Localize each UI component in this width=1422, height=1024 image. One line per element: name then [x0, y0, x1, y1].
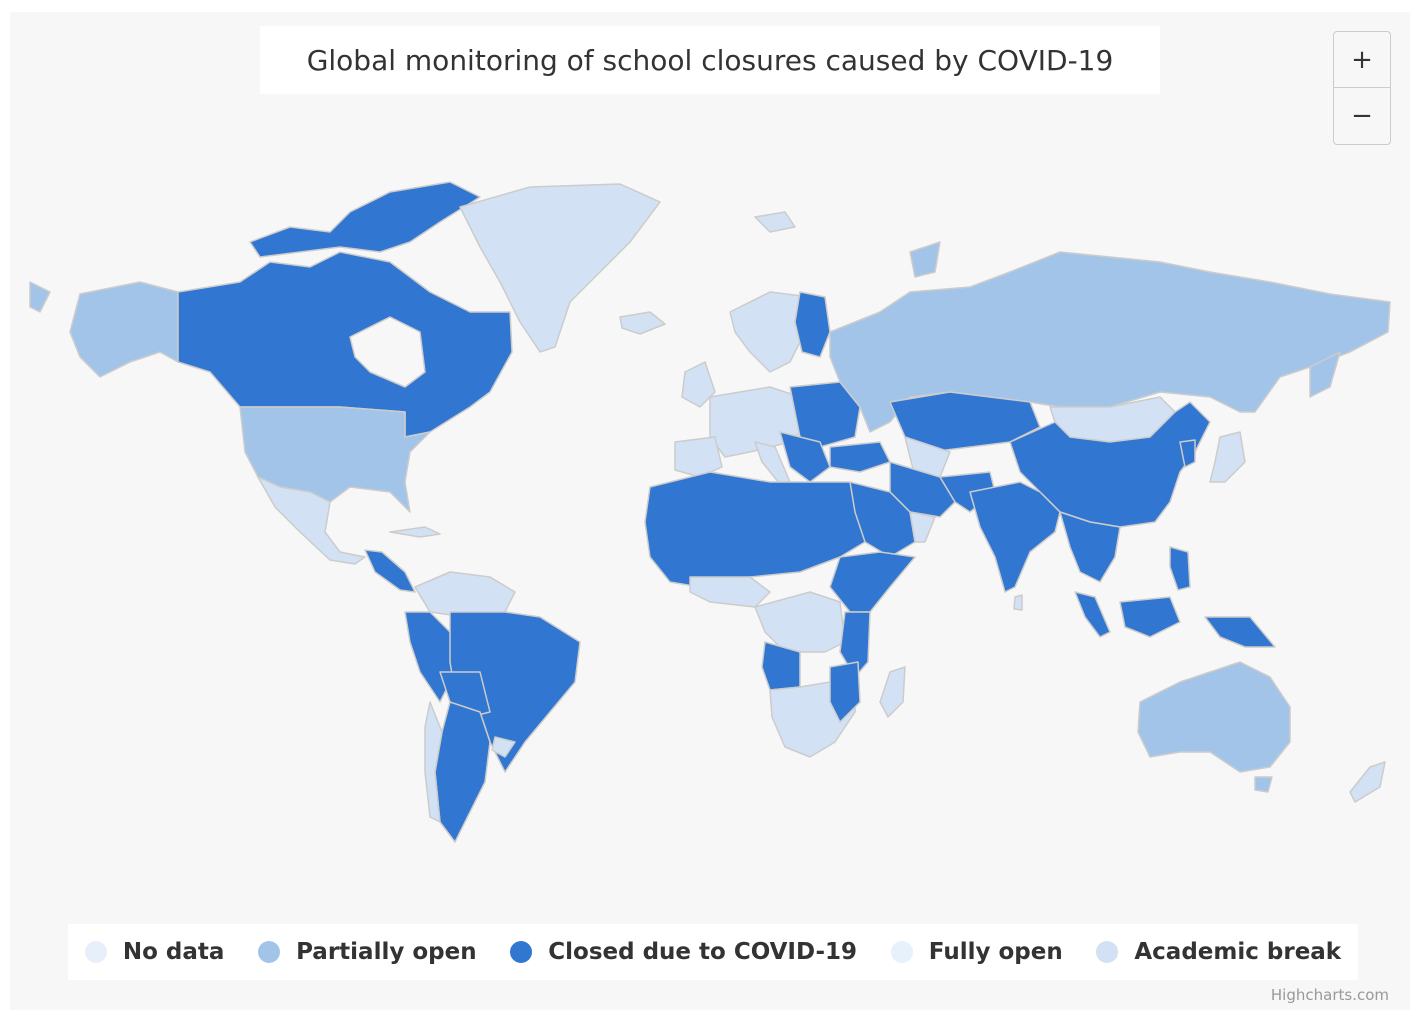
region-west-africa-open	[689, 576, 771, 608]
map-chart: Global monitoring of school closures cau…	[10, 12, 1410, 1010]
region-mexico	[257, 476, 366, 565]
region-east-africa	[839, 611, 871, 678]
legend-item-closed[interactable]: Closed due to COVID-19	[510, 939, 857, 965]
region-oman	[909, 511, 936, 543]
region-india	[969, 481, 1061, 593]
region-finland	[794, 291, 831, 358]
region-alaska	[69, 281, 179, 378]
region-chile	[424, 701, 443, 823]
region-colombia-venezuela	[414, 571, 516, 618]
region-korea	[1179, 439, 1196, 468]
chart-title: Global monitoring of school closures cau…	[260, 26, 1160, 94]
region-png	[1204, 616, 1276, 648]
legend-label: No data	[122, 939, 225, 965]
region-iberia	[674, 436, 723, 478]
region-iceland	[619, 311, 666, 335]
legend-item-academic-break[interactable]: Academic break	[1096, 939, 1341, 965]
region-central-america	[364, 549, 416, 593]
zoom-out-button[interactable]: −	[1351, 100, 1373, 131]
region-tasmania	[1254, 776, 1273, 793]
region-philippines	[1169, 546, 1191, 591]
region-canada-arctic	[249, 181, 481, 258]
region-new-zealand	[1349, 761, 1386, 803]
legend-marker	[1096, 941, 1119, 963]
legend-item-no-data[interactable]: No data	[84, 939, 225, 965]
legend-label: Closed due to COVID-19	[548, 939, 858, 965]
region-australia	[1137, 661, 1291, 773]
region-russia	[829, 251, 1391, 433]
region-turkey	[829, 441, 891, 473]
region-uk	[681, 361, 716, 408]
region-sri-lanka	[1013, 594, 1023, 611]
region-horn-of-africa	[829, 551, 916, 613]
region-central-africa	[754, 591, 846, 653]
zoom-controls: + −	[1333, 31, 1391, 145]
legend-marker	[890, 941, 913, 963]
legend-marker	[510, 941, 533, 963]
region-balkans	[779, 431, 831, 483]
legend-item-fully-open[interactable]: Fully open	[890, 939, 1063, 965]
region-argentina	[434, 701, 491, 843]
legend: No data Partially open Closed due to COV…	[68, 924, 1358, 980]
region-north-africa	[644, 471, 866, 588]
region-madagascar	[879, 666, 906, 718]
region-uruguay	[491, 736, 516, 758]
region-cuba	[389, 526, 441, 538]
region-greenland	[459, 183, 661, 353]
region-russia-far-east	[1309, 351, 1341, 398]
region-mozambique	[829, 661, 861, 723]
region-scandinavia	[729, 291, 811, 373]
region-hudson-bay	[349, 316, 426, 388]
legend-label: Partially open	[296, 939, 477, 965]
region-japan	[1209, 431, 1246, 483]
region-indochina	[1059, 511, 1121, 583]
region-malaysia	[1074, 591, 1111, 638]
legend-item-partially-open[interactable]: Partially open	[258, 939, 477, 965]
legend-marker	[258, 941, 281, 963]
legend-label: Academic break	[1134, 939, 1342, 965]
legend-label: Fully open	[928, 939, 1063, 965]
region-novaya-zemlya	[909, 241, 941, 278]
region-indonesia	[1119, 596, 1181, 638]
region-alaska-west	[29, 281, 51, 313]
region-svalbard	[754, 211, 796, 233]
world-map[interactable]	[10, 12, 1410, 1010]
credits-link[interactable]: Highcharts.com	[1270, 986, 1389, 1004]
zoom-in-button[interactable]: +	[1334, 32, 1390, 88]
legend-marker	[84, 941, 107, 963]
